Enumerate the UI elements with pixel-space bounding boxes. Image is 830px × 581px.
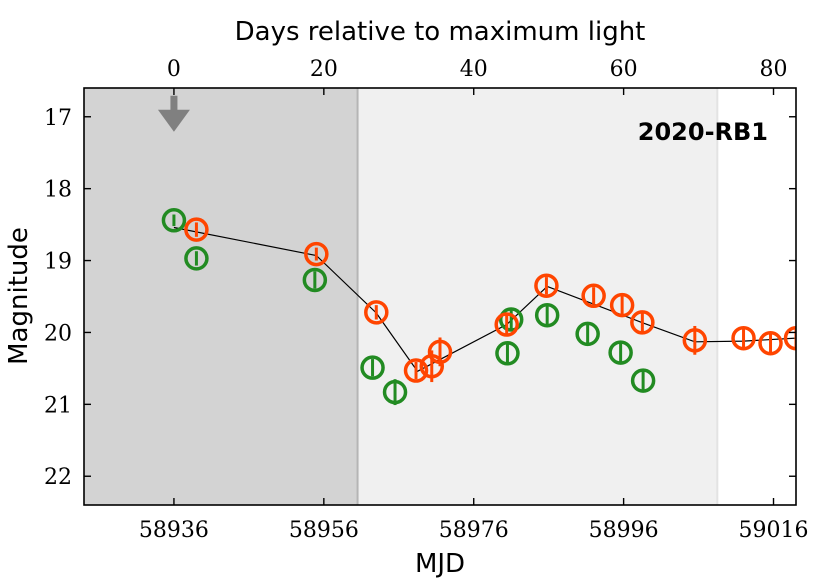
shaded-region-1 [357,88,718,505]
green-point-5 [495,341,520,366]
green-point-6 [498,307,524,332]
green-point-9 [608,340,633,365]
green-point-3 [360,355,385,380]
green-point-0 [161,208,187,233]
y-tick-label-5: 22 [44,465,72,490]
shaded-region-0 [84,88,358,505]
x2-tick-label-4: 80 [760,57,788,82]
y-tick-label-2: 19 [44,250,72,275]
plot-frame [83,87,797,506]
x-tick-label-0: 58936 [139,518,209,543]
y-tick-label-3: 20 [44,321,72,346]
x-tick-label-3: 58996 [589,518,659,543]
orange-point-2 [364,300,389,325]
orange-point-8 [581,283,606,309]
x-tick-label-2: 58976 [439,518,509,543]
orange-point-10 [630,310,655,335]
y-tick-label-0: 17 [44,106,72,131]
x-tick-label-1: 58956 [289,518,359,543]
x2-tick-label-0: 0 [167,57,181,82]
orange-point-14 [783,325,796,351]
orange-point-1 [304,241,329,267]
object-name-label: 2020-RB1 [638,118,768,146]
y-axis-title: Magnitude [4,227,34,365]
model-line-layer [173,226,796,373]
upper-limit-arrow-stem-0 [170,95,178,112]
orange-point-12 [731,325,756,351]
bottom-axis-title: MJD [415,549,465,579]
green-point-2 [302,267,328,293]
green-point-11 [808,390,829,411]
green-point-1 [184,246,209,271]
orange-point-3 [403,358,429,383]
green-point-10 [630,368,656,393]
y-tick-label-1: 18 [44,178,72,203]
orange-point-9 [609,292,635,318]
y-tick-label-4: 21 [44,393,72,418]
orange-point-15 [809,326,830,347]
shaded-regions [84,88,719,505]
orange-point-0 [184,217,209,242]
upper-limit-arrow-head-0 [157,109,190,132]
x2-tick-label-2: 40 [460,57,488,82]
green-point-4 [382,379,408,405]
axis-ticks: 58936 58956 58976 58996 59016 0 20 40 60 80 17 18 19… [44,57,809,543]
top-axis-title: Days relative to maximum light [235,17,646,47]
orange-point-6 [494,312,519,337]
orange-point-13 [758,330,783,356]
x-tick-label-4: 59016 [739,518,809,543]
orange-point-11 [682,328,708,353]
upper-limit-layer [157,95,190,132]
green-point-8 [575,321,600,347]
orange-point-7 [534,273,559,298]
x2-tick-label-3: 60 [610,57,638,82]
green-point-7 [534,302,560,328]
orange-point-5 [427,339,453,365]
model-line [173,226,796,373]
x2-tick-label-1: 20 [310,57,338,82]
data-markers [161,208,830,411]
